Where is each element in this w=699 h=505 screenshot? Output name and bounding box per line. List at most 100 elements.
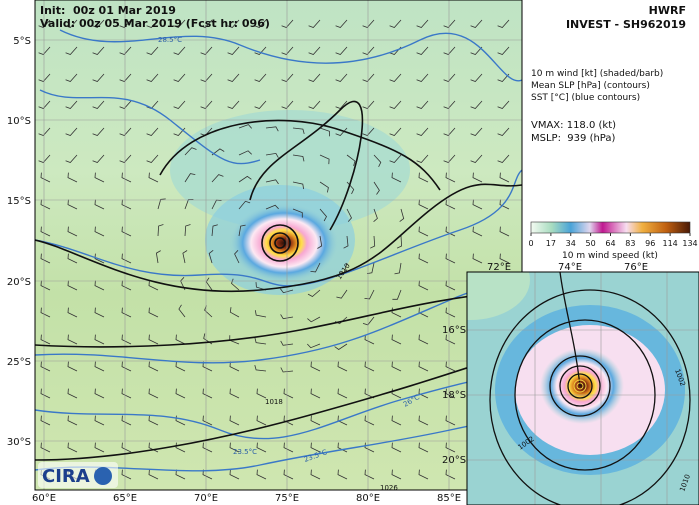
wind-barb xyxy=(256,415,267,426)
storm-name: INVEST - SH962019 xyxy=(566,18,686,31)
wind-barb xyxy=(418,469,429,480)
wind-barb xyxy=(234,250,240,264)
wind-barb xyxy=(92,73,105,82)
wind-barb xyxy=(281,73,294,82)
wind-barb xyxy=(445,307,456,318)
wind-barb xyxy=(182,250,188,264)
wind-barb xyxy=(373,181,380,195)
wind-barb xyxy=(364,442,375,453)
wind-barb xyxy=(445,334,456,345)
wind-barb xyxy=(335,19,348,28)
wind-barb xyxy=(38,100,51,109)
wind-barb xyxy=(92,46,105,55)
wind-barb xyxy=(265,152,279,158)
wind-barb xyxy=(67,280,78,291)
wind-barb xyxy=(389,127,402,136)
vmax: VMAX: 118.0 (kt) xyxy=(531,120,616,131)
wind-barb xyxy=(319,154,330,165)
wind-barb xyxy=(148,280,159,291)
wind-barb xyxy=(254,19,267,28)
wind-barb xyxy=(38,154,51,163)
wind-barb xyxy=(391,388,402,399)
wind-barb xyxy=(308,73,321,82)
lat-label: 15°S xyxy=(7,196,31,207)
lat-label: 25°S xyxy=(7,357,31,368)
wind-barb xyxy=(148,388,159,399)
wind-barb xyxy=(364,289,375,300)
wind-barb xyxy=(472,226,483,237)
wind-barb xyxy=(362,19,375,28)
contour-label: 1026 xyxy=(380,484,398,492)
wind-barb xyxy=(283,442,294,453)
wind-barb xyxy=(373,154,382,167)
wind-barb xyxy=(336,289,348,299)
wind-barb xyxy=(497,154,510,163)
colorbar-tick-label: 34 xyxy=(566,239,576,248)
wind-barb xyxy=(146,46,159,55)
wind-barb xyxy=(389,100,402,109)
wind-barb xyxy=(470,154,483,163)
wind-barb xyxy=(370,235,376,249)
wind-barb xyxy=(40,415,51,426)
wind-barb xyxy=(121,307,132,318)
wind-barb xyxy=(184,199,194,210)
wind-barb xyxy=(238,175,252,183)
wind-barb xyxy=(389,73,402,82)
wind-barb xyxy=(396,235,403,249)
wind-barb xyxy=(40,361,51,372)
wind-barb xyxy=(499,253,510,264)
wind-barb xyxy=(146,19,159,28)
wind-barb xyxy=(472,253,483,264)
wind-barb xyxy=(319,208,327,222)
wind-barb xyxy=(121,361,132,372)
wind-barb xyxy=(200,19,213,28)
wind-barb xyxy=(281,19,294,28)
wind-barb xyxy=(173,19,186,28)
wind-barb xyxy=(148,307,159,318)
wind-barb xyxy=(392,289,402,300)
wind-barb xyxy=(362,100,375,109)
wind-barb xyxy=(119,46,132,55)
wind-barb xyxy=(94,199,105,210)
lat-label: 30°S xyxy=(7,437,31,448)
wind-barb xyxy=(238,150,252,156)
wind-barb xyxy=(173,100,186,109)
contour-label: 23.5°C xyxy=(233,448,257,456)
wind-barb xyxy=(94,253,105,264)
wind-barb xyxy=(121,334,132,345)
wind-barb xyxy=(281,100,294,109)
wind-barb xyxy=(94,280,105,291)
main-map: 1010 1018 1026 28.5°C 26°C 23.5°C 23.5°C… xyxy=(35,0,522,492)
wind-barb xyxy=(310,442,321,453)
wind-barb xyxy=(265,179,279,185)
wind-barb xyxy=(121,280,132,291)
wind-barb xyxy=(389,154,402,163)
lat-labels: 5°S 10°S 15°S 20°S 25°S 30°S xyxy=(7,36,31,448)
contour-label: 1018 xyxy=(265,398,283,406)
wind-barb xyxy=(227,73,240,82)
wind-barb xyxy=(146,73,159,82)
wind-barb xyxy=(256,388,267,399)
wind-barb xyxy=(346,154,356,167)
wind-barb xyxy=(254,73,267,82)
wind-barb xyxy=(67,361,78,372)
inset-lat-label: 16°S xyxy=(442,325,466,336)
wind-barb xyxy=(416,100,429,109)
wind-barb xyxy=(94,307,105,318)
wind-barb xyxy=(94,388,105,399)
wind-barb xyxy=(148,172,159,183)
wind-barb xyxy=(200,46,213,55)
wind-barb xyxy=(337,469,348,480)
wind-barb xyxy=(238,224,246,237)
wind-barb xyxy=(119,127,132,136)
wind-barb xyxy=(92,19,105,28)
colorbar-label: 10 m wind speed (kt) xyxy=(562,251,658,261)
wind-barb xyxy=(362,73,375,82)
wind-barb xyxy=(418,280,429,291)
wind-barb xyxy=(335,73,348,82)
wind-barb xyxy=(67,388,78,399)
wind-barb xyxy=(148,469,159,480)
wind-barb xyxy=(184,173,196,183)
wind-barb xyxy=(335,127,348,136)
wind-barb xyxy=(148,442,159,453)
